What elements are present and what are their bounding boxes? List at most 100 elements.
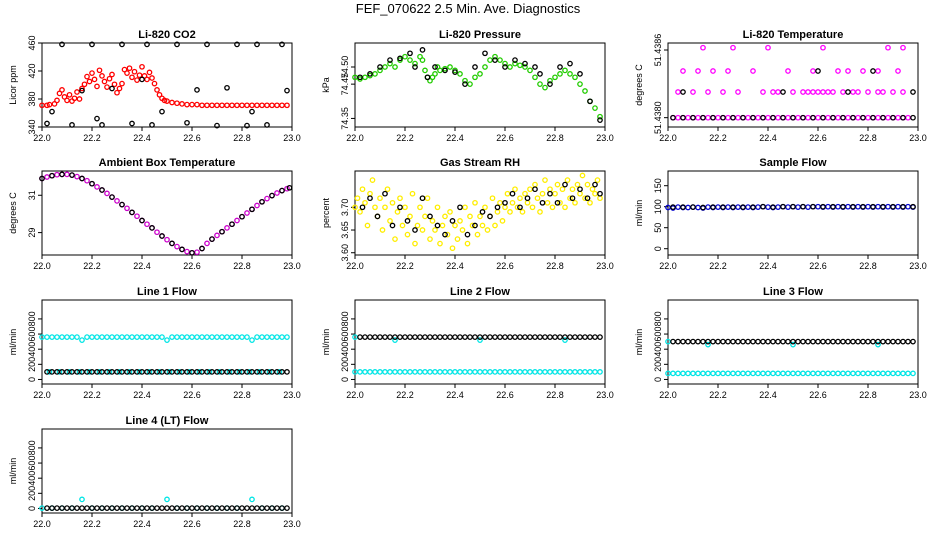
series-0 <box>352 334 603 375</box>
data-point <box>136 369 143 375</box>
y-tick-label: 3.60 <box>340 244 350 262</box>
data-point <box>352 204 358 211</box>
x-tick-label: 22.8 <box>859 133 877 143</box>
data-point <box>502 60 508 67</box>
data-point <box>790 203 796 210</box>
data-point <box>539 199 546 206</box>
data-point <box>444 231 451 238</box>
y-tick-label: 200 <box>27 357 37 372</box>
data-point <box>472 222 478 229</box>
data-point <box>377 369 383 375</box>
plot-frame <box>41 42 293 128</box>
data-point <box>519 209 526 215</box>
data-point <box>96 67 103 74</box>
data-point <box>532 64 538 70</box>
data-point <box>577 190 583 197</box>
data-point <box>670 114 676 121</box>
data-point <box>700 114 706 121</box>
data-point <box>264 122 270 128</box>
data-point <box>850 370 856 377</box>
data-point <box>735 204 741 210</box>
data-point <box>432 227 438 233</box>
data-point <box>382 369 388 375</box>
data-point <box>166 369 173 375</box>
data-point <box>74 89 80 95</box>
panel-title: Gas Stream RH <box>440 157 520 169</box>
data-point <box>730 114 736 121</box>
data-point <box>99 505 105 511</box>
data-point <box>94 184 100 190</box>
data-point <box>547 190 553 197</box>
data-point <box>382 334 388 340</box>
x-tick-label: 22.4 <box>133 261 151 271</box>
data-point <box>359 204 366 211</box>
data-point <box>372 71 378 77</box>
series-1 <box>44 369 290 375</box>
data-point <box>597 190 603 197</box>
data-point <box>710 204 716 210</box>
data-point <box>740 370 746 377</box>
data-point <box>705 204 711 210</box>
y-tick-label: 51.4386 <box>653 34 663 67</box>
y-tick-label: 800 <box>340 311 350 326</box>
data-point <box>124 205 130 212</box>
data-point <box>414 222 421 229</box>
x-tick-label: 22.6 <box>809 261 827 271</box>
data-point <box>880 114 886 121</box>
data-point <box>755 338 761 345</box>
x-tick-label: 23.0 <box>596 133 614 143</box>
y-tick-label: 0 <box>653 377 663 382</box>
x-tick-label: 22.8 <box>546 261 564 271</box>
data-point <box>76 369 83 375</box>
data-point <box>164 236 170 243</box>
data-point <box>482 204 488 211</box>
data-point <box>597 334 603 340</box>
data-point <box>367 369 373 375</box>
data-point <box>249 206 255 213</box>
data-point <box>269 102 275 109</box>
x-tick-label: 23.0 <box>283 519 301 529</box>
data-point <box>44 505 50 511</box>
data-point <box>830 114 836 121</box>
data-point <box>179 505 185 511</box>
data-point <box>392 64 398 70</box>
y-axis-label: degrees C <box>8 192 18 234</box>
data-point <box>825 203 831 210</box>
data-point <box>569 195 576 202</box>
data-point <box>890 370 896 377</box>
data-point <box>114 89 120 96</box>
data-point <box>274 102 280 109</box>
data-point <box>547 77 553 84</box>
data-point <box>532 334 538 340</box>
data-point <box>870 370 876 377</box>
data-point <box>49 172 55 179</box>
data-point <box>417 334 423 340</box>
data-point <box>284 505 290 511</box>
data-point <box>502 204 508 211</box>
data-point <box>469 222 476 229</box>
data-point <box>131 68 138 75</box>
data-point <box>835 338 841 345</box>
data-point <box>557 334 563 340</box>
data-point <box>572 199 578 206</box>
data-point <box>730 44 736 51</box>
data-point <box>144 505 150 511</box>
data-point <box>154 229 160 236</box>
data-point <box>825 370 831 377</box>
y-axis-label: ml/min <box>634 329 644 356</box>
plot-frame <box>354 299 606 385</box>
data-point <box>427 369 433 375</box>
data-point <box>910 89 916 95</box>
data-point <box>725 114 731 121</box>
x-tick-label: 23.0 <box>283 261 301 271</box>
data-point <box>402 53 408 60</box>
data-point <box>502 369 508 375</box>
data-point <box>582 88 588 94</box>
data-point <box>895 338 901 345</box>
data-point <box>539 190 546 197</box>
data-point <box>244 122 250 129</box>
data-point <box>785 338 791 345</box>
data-point <box>174 334 180 340</box>
data-point <box>780 370 786 377</box>
data-point <box>905 114 911 121</box>
